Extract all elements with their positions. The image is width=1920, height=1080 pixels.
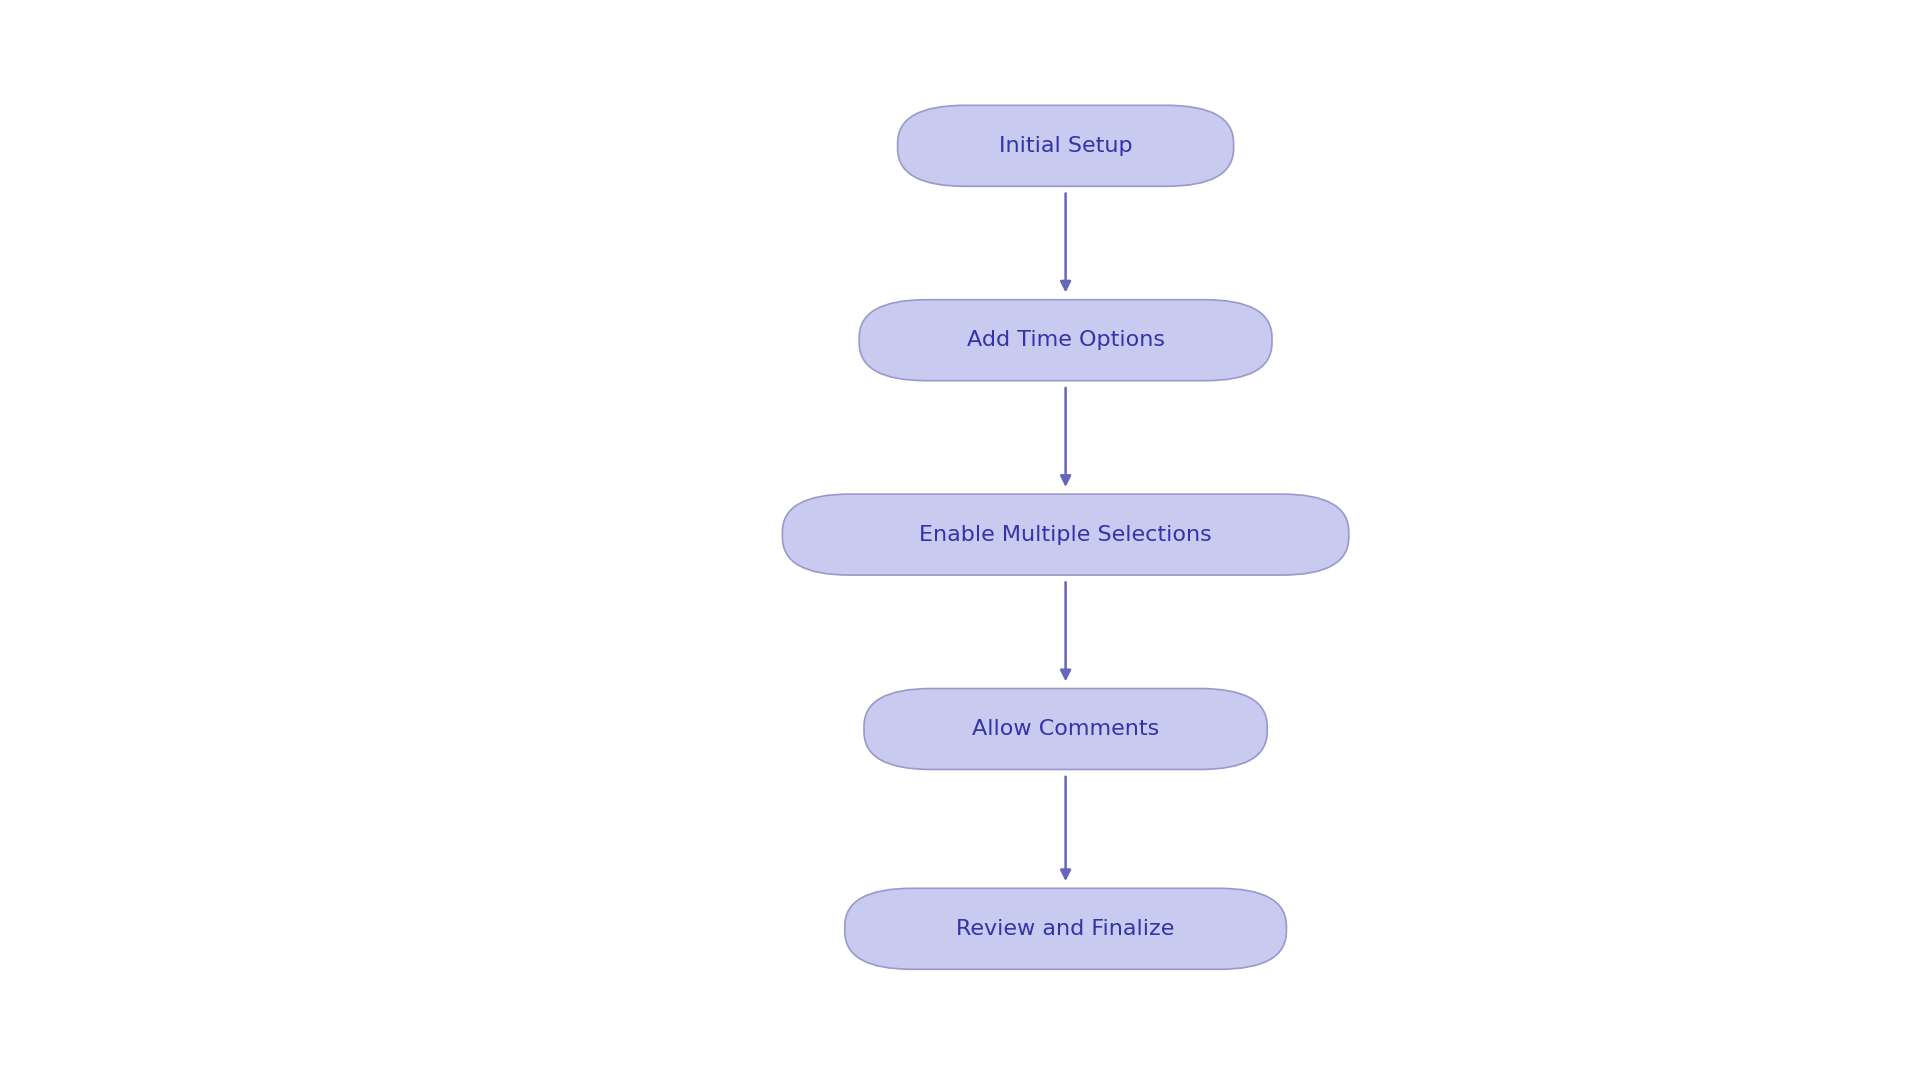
Text: Enable Multiple Selections: Enable Multiple Selections <box>920 525 1212 544</box>
Text: Initial Setup: Initial Setup <box>998 136 1133 156</box>
FancyBboxPatch shape <box>899 106 1235 186</box>
Text: Allow Comments: Allow Comments <box>972 719 1160 739</box>
FancyBboxPatch shape <box>864 689 1267 769</box>
FancyBboxPatch shape <box>845 888 1286 970</box>
FancyBboxPatch shape <box>783 495 1350 575</box>
Text: Add Time Options: Add Time Options <box>966 330 1165 350</box>
Text: Review and Finalize: Review and Finalize <box>956 919 1175 939</box>
FancyBboxPatch shape <box>860 299 1273 380</box>
